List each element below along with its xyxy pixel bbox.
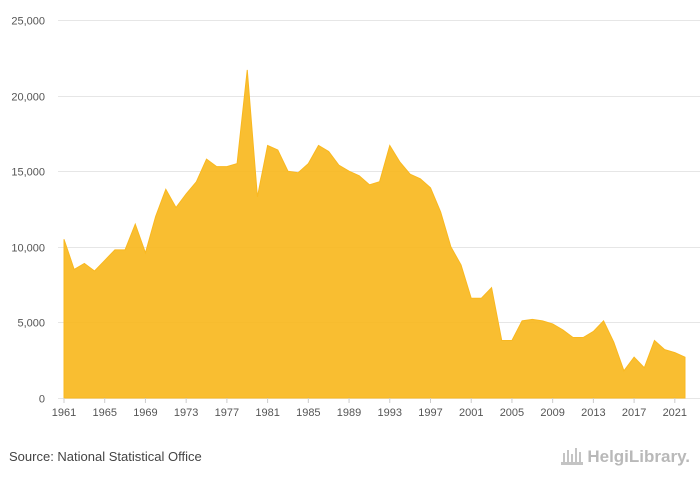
y-tick-label: 25,000 (11, 16, 45, 28)
data-point-2007 (530, 317, 534, 321)
data-point-1998 (439, 210, 443, 214)
data-point-1969 (143, 251, 147, 255)
data-point-1992 (378, 180, 382, 184)
data-point-2013 (591, 329, 595, 333)
x-tick-label: 2001 (459, 407, 483, 419)
helgi-library-logo: HelgiLibrary. (560, 447, 690, 467)
data-point-1964 (93, 269, 97, 273)
data-point-1990 (357, 174, 361, 178)
data-point-1973 (184, 192, 188, 196)
x-tick-label: 2013 (581, 407, 605, 419)
x-tick-label: 1997 (418, 407, 442, 419)
data-point-1972 (174, 205, 178, 209)
data-point-2019 (652, 339, 656, 343)
x-tick-label: 1965 (92, 407, 116, 419)
data-point-2022 (683, 355, 687, 359)
data-point-1970 (154, 215, 158, 219)
area-series-layer (62, 68, 687, 399)
x-tick-label: 1969 (133, 407, 157, 419)
library-building-icon (561, 448, 584, 465)
data-point-1963 (82, 261, 86, 265)
y-tick-label: 0 (39, 394, 45, 406)
data-point-2005 (510, 339, 514, 343)
data-point-1962 (72, 267, 76, 271)
x-tick-label: 1989 (337, 407, 361, 419)
x-tick-label: 1973 (174, 407, 198, 419)
data-point-1976 (215, 165, 219, 169)
data-point-1985 (306, 162, 310, 166)
data-point-2010 (561, 328, 565, 332)
y-tick-label: 10,000 (11, 243, 45, 255)
y-tick-label: 20,000 (11, 92, 45, 104)
data-point-1993 (388, 144, 392, 148)
data-point-1975 (205, 157, 209, 161)
data-point-1986 (317, 144, 321, 148)
x-tick-label: 2005 (500, 407, 524, 419)
data-point-1971 (164, 187, 168, 191)
data-point-1987 (327, 150, 331, 154)
data-point-2011 (571, 336, 575, 340)
data-point-2004 (500, 339, 504, 343)
data-point-2009 (551, 322, 555, 326)
data-point-1974 (194, 180, 198, 184)
x-axis: 1961 1965 1969 1973 1977 1981 1985 1989 1993 1997… (52, 398, 687, 419)
data-point-2001 (469, 296, 473, 300)
data-point-1983 (286, 169, 290, 173)
data-point-1981 (266, 144, 270, 148)
area-series (63, 69, 686, 399)
y-tick-label: 15,000 (11, 167, 45, 179)
data-point-2016 (622, 369, 626, 373)
data-point-2015 (612, 340, 616, 344)
data-point-1966 (113, 248, 117, 252)
data-point-1967 (123, 248, 127, 252)
data-point-1982 (276, 148, 280, 152)
data-point-1977 (225, 165, 229, 169)
x-tick-label: 1993 (378, 407, 402, 419)
data-point-1978 (235, 162, 239, 166)
data-point-2003 (490, 286, 494, 290)
data-point-2000 (459, 263, 463, 267)
data-point-1961 (62, 237, 66, 241)
data-point-1994 (398, 160, 402, 164)
y-tick-label: 5,000 (17, 318, 45, 330)
data-point-1997 (428, 186, 432, 190)
data-point-1980 (255, 195, 259, 199)
data-point-1979 (245, 68, 249, 72)
data-point-1988 (337, 163, 341, 167)
data-point-2020 (663, 348, 667, 352)
x-tick-label: 2017 (622, 407, 646, 419)
logo-text: HelgiLibrary. (587, 447, 690, 466)
x-tick-label: 1977 (215, 407, 239, 419)
data-point-1996 (418, 177, 422, 181)
y-axis: 0 5,000 10,000 15,000 20,000 25,000 (11, 16, 45, 406)
data-point-2017 (632, 355, 636, 359)
data-point-1989 (347, 169, 351, 173)
data-point-2012 (581, 336, 585, 340)
data-point-2014 (602, 319, 606, 323)
x-tick-label: 1961 (52, 407, 76, 419)
data-point-2021 (673, 351, 677, 355)
data-point-2006 (520, 319, 524, 323)
data-point-2018 (642, 366, 646, 370)
data-point-1995 (408, 172, 412, 176)
x-tick-label: 1985 (296, 407, 320, 419)
source-note: Source: National Statistical Office (9, 449, 202, 464)
x-tick-label: 1981 (255, 407, 279, 419)
data-point-1965 (103, 258, 107, 262)
data-point-1984 (296, 171, 300, 175)
x-tick-label: 2009 (540, 407, 564, 419)
data-point-1968 (133, 222, 137, 226)
data-point-1991 (367, 183, 371, 187)
data-point-2002 (479, 296, 483, 300)
data-point-1999 (449, 245, 453, 249)
x-tick-label: 2021 (663, 407, 687, 419)
data-point-2008 (540, 319, 544, 323)
